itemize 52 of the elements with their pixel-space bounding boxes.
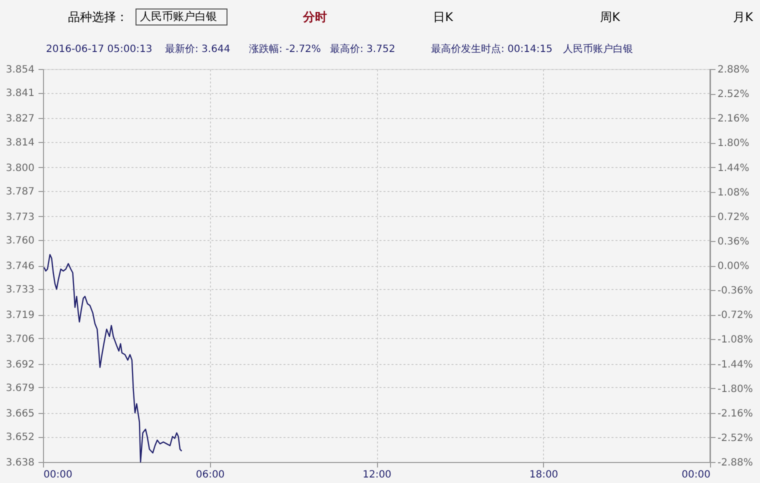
y2-tick-label: 1.08% bbox=[718, 187, 750, 198]
y2-tick-label: -0.72% bbox=[718, 310, 753, 322]
x-tick-label: 06:00 bbox=[196, 470, 225, 480]
y-tick-label: 3.652 bbox=[6, 432, 34, 444]
y-tick-label: 3.773 bbox=[6, 212, 34, 223]
y2-tick-label: -2.52% bbox=[718, 432, 753, 444]
text: 最新价: 3.644 bbox=[165, 43, 230, 55]
y-tick-label: 3.827 bbox=[6, 114, 34, 125]
y2-tick-label: 2.52% bbox=[718, 89, 750, 100]
y2-tick-label: 2.88% bbox=[718, 64, 750, 76]
y2-tick-label: 1.44% bbox=[718, 162, 750, 174]
y-tick-label: 3.854 bbox=[6, 64, 34, 76]
text: 分时 bbox=[302, 10, 327, 24]
text: 最高价发生时点: 00:14:15 bbox=[431, 43, 552, 55]
x-tick-label: 00:00 bbox=[682, 470, 710, 480]
text: 日K bbox=[433, 10, 454, 24]
y2-tick-label: -1.80% bbox=[718, 384, 753, 395]
y2-tick-label: 0.72% bbox=[718, 212, 750, 223]
y2-tick-label: 2.16% bbox=[718, 114, 750, 125]
y-tick-label: 3.665 bbox=[6, 408, 34, 420]
y-tick-label: 3.800 bbox=[6, 162, 34, 174]
y2-tick-label: -2.16% bbox=[718, 408, 753, 420]
x-tick-label: 18:00 bbox=[529, 470, 558, 480]
y-tick-label: 3.787 bbox=[6, 186, 34, 198]
y2-tick-label: -1.44% bbox=[718, 359, 753, 370]
text: 月K bbox=[733, 10, 754, 24]
y-tick-label: 3.706 bbox=[6, 334, 34, 345]
y2-tick-label: -0.36% bbox=[718, 286, 753, 297]
text: 人民币账户白银 bbox=[563, 43, 633, 55]
y-tick-label: 3.692 bbox=[6, 359, 34, 370]
y2-tick-label: 1.80% bbox=[718, 138, 750, 150]
x-tick-label: 00:00 bbox=[44, 470, 72, 480]
text: 周K bbox=[600, 10, 622, 24]
text: 2016-06-17 05:00:13 bbox=[46, 44, 152, 55]
y-tick-label: 3.746 bbox=[6, 261, 34, 272]
y-tick-label: 3.760 bbox=[6, 236, 34, 247]
y-tick-label: 3.814 bbox=[6, 137, 34, 148]
x-tick-label: 12:00 bbox=[362, 470, 392, 480]
y2-tick-label: 0.00% bbox=[718, 261, 750, 272]
y2-tick-label: -2.88% bbox=[718, 458, 753, 468]
y-tick-label: 3.719 bbox=[6, 310, 34, 322]
y-tick-label: 3.733 bbox=[6, 284, 34, 296]
y-tick-label: 3.638 bbox=[6, 458, 34, 468]
text: 涨跌幅: -2.72% bbox=[249, 43, 321, 55]
y2-tick-label: 0.36% bbox=[718, 236, 750, 248]
text: 品种选择： bbox=[68, 10, 128, 24]
line-series bbox=[44, 254, 182, 463]
y2-tick-label: -1.08% bbox=[718, 334, 753, 346]
text: 最高价: 3.752 bbox=[330, 43, 396, 55]
y-tick-label: 3.841 bbox=[6, 88, 34, 100]
text: 人民币账户白银 bbox=[140, 10, 217, 23]
y-tick-label: 3.679 bbox=[6, 382, 34, 394]
